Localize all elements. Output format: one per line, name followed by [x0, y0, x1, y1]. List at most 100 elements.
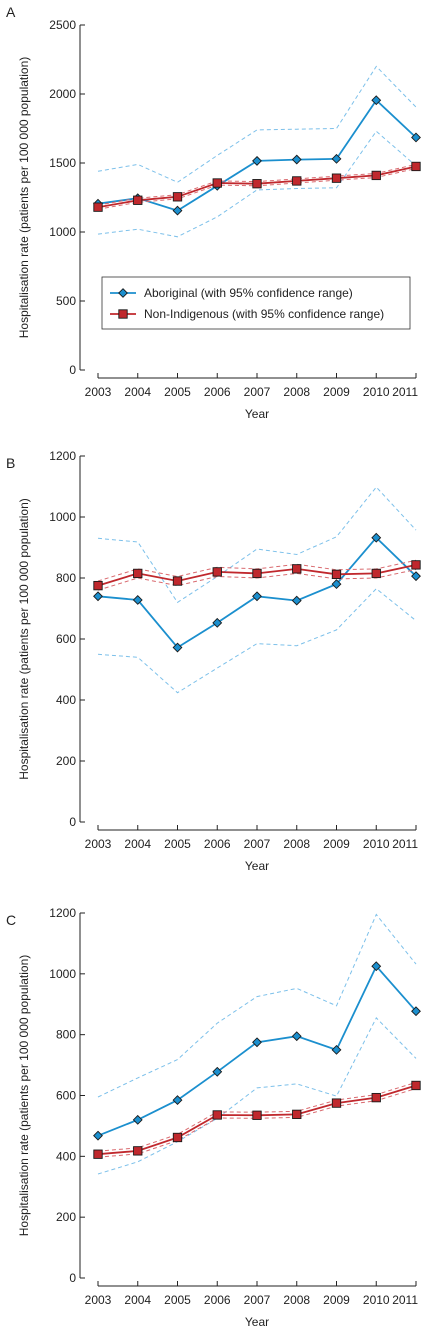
data-point-square [411, 560, 421, 570]
y-tick-label: 0 [69, 363, 76, 377]
ci-lower-line [97, 1088, 417, 1158]
series-aboriginal [93, 913, 421, 1175]
legend-label-aboriginal: Aboriginal (with 95% confidence range) [144, 286, 353, 300]
x-tick-label: 2003 [85, 1293, 112, 1307]
data-point-square [371, 568, 381, 579]
series-line [97, 964, 417, 1137]
x-tick-label: 2008 [283, 385, 310, 399]
data-point-square [93, 1149, 103, 1159]
data-point-square [331, 173, 342, 183]
data-point-diamond [212, 617, 223, 628]
y-tick-label: 500 [56, 294, 76, 308]
x-tick-label: 2005 [164, 837, 191, 851]
y-tick-label: 400 [56, 693, 76, 707]
y-tick-label: 800 [56, 1028, 76, 1042]
legend: Aboriginal (with 95% confidence range) No… [101, 276, 411, 330]
data-point-square [172, 192, 183, 202]
chart-panel-b: B 0 200 400 600 800 1000 1200 2003 2004 2005 2006 20… [6, 449, 421, 873]
x-tick-label: 2005 [164, 385, 191, 399]
y-tick-label: 1500 [49, 156, 76, 170]
data-point-diamond [371, 532, 382, 543]
x-tick-label: 2006 [204, 837, 231, 851]
y-tick-label: 1000 [49, 225, 76, 239]
ci-lower-line [97, 588, 417, 694]
y-tick-label: 2000 [49, 87, 76, 101]
data-point-square [411, 1080, 421, 1091]
x-axis-title: Year [245, 1315, 269, 1329]
legend-square-marker [118, 309, 128, 319]
x-tick-label: 2004 [124, 1293, 151, 1307]
data-point-diamond [291, 1031, 302, 1042]
data-point-diamond [331, 579, 342, 590]
data-point-square [371, 170, 381, 181]
y-tick-label: 600 [56, 632, 76, 646]
chart-panel-a: A 0 500 1000 1500 2000 2500 2003 2004 2005 2006 200… [6, 4, 421, 421]
x-tick-label: 2003 [85, 385, 112, 399]
data-point-diamond [411, 132, 421, 143]
data-point-diamond [172, 642, 183, 653]
series-non-indigenous [93, 1080, 421, 1159]
data-point-square [411, 161, 421, 172]
data-point-diamond [172, 1095, 183, 1105]
data-point-diamond [331, 153, 342, 164]
data-point-square [252, 568, 262, 579]
data-point-square [252, 1110, 262, 1120]
data-point-diamond [371, 95, 382, 106]
data-point-square [292, 176, 302, 186]
series-aboriginal [93, 65, 421, 238]
legend-label-non-indigenous: Non-Indigenous (with 95% confidence rang… [144, 307, 384, 321]
y-axis-title: Hospitalisation rate (patients per 100 0… [17, 498, 31, 780]
data-point-square [292, 1109, 302, 1120]
y-tick-label: 0 [69, 1271, 76, 1285]
x-tick-label: 2007 [244, 385, 271, 399]
x-tick-label: 2009 [323, 1293, 350, 1307]
legend-box [101, 276, 411, 330]
chart-panel-c: C 0 200 400 600 800 1000 1200 2003 2004 2005 2006 20… [6, 906, 421, 1329]
x-tick-label: 2005 [164, 1293, 191, 1307]
data-point-square [331, 1098, 342, 1108]
data-point-diamond [331, 1044, 342, 1055]
y-tick-label: 200 [56, 1210, 76, 1224]
data-point-square [212, 1110, 222, 1120]
x-tick-label: 2011 [392, 1293, 418, 1307]
ci-upper-line [97, 486, 417, 604]
y-tick-label: 400 [56, 1149, 76, 1163]
data-point-diamond [93, 591, 103, 602]
panel-label: A [6, 4, 16, 20]
legend-diamond-marker [118, 288, 128, 298]
data-point-square [212, 567, 222, 577]
data-point-square [371, 1092, 381, 1103]
x-tick-label: 2004 [124, 837, 151, 851]
x-tick-label: 2010 [363, 385, 390, 399]
x-tick-label: 2010 [363, 1293, 390, 1307]
x-tick-label: 2007 [244, 837, 271, 851]
x-tick-label: 2011 [392, 837, 418, 851]
series-non-indigenous [93, 161, 421, 212]
y-tick-label: 2500 [49, 18, 76, 32]
x-tick-label: 2008 [283, 1293, 310, 1307]
y-tick-label: 600 [56, 1089, 76, 1103]
data-point-diamond [252, 591, 262, 602]
y-axis-title: Hospitalisation rate (patients per 100 0… [17, 955, 31, 1237]
x-tick-label: 2003 [85, 837, 112, 851]
data-point-square [133, 568, 143, 579]
y-tick-label: 1200 [49, 906, 76, 920]
x-tick-label: 2009 [323, 385, 350, 399]
x-tick-label: 2004 [124, 385, 151, 399]
panel-label: B [6, 455, 15, 471]
data-point-diamond [371, 961, 382, 972]
x-tick-label: 2006 [204, 385, 231, 399]
data-point-diamond [132, 1114, 143, 1125]
data-point-square [93, 202, 103, 212]
series-aboriginal [93, 486, 421, 694]
data-point-square [331, 569, 342, 579]
ci-lower-line [97, 168, 417, 210]
data-point-diamond [411, 571, 421, 582]
data-point-diamond [291, 595, 302, 606]
y-tick-label: 800 [56, 571, 76, 585]
y-tick-label: 200 [56, 754, 76, 768]
y-tick-label: 1200 [49, 449, 76, 463]
y-tick-label: 0 [69, 815, 76, 829]
data-point-diamond [252, 1037, 262, 1048]
